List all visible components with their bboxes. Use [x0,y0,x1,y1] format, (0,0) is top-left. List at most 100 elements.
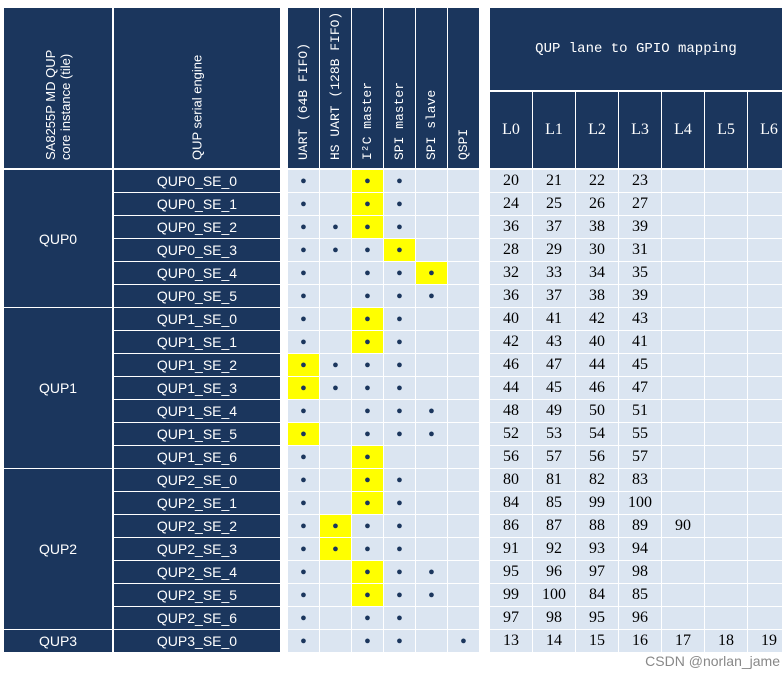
lane-cell [705,239,747,261]
lane-cell: 93 [576,538,618,560]
engine-cell: QUP2_SE_1 [114,492,280,514]
lane-cell: 24 [490,193,532,215]
lane-cell [662,492,704,514]
protocol-cell: ● [288,331,319,353]
engine-header: QUP serial engine [114,8,280,168]
protocol-cell: ● [384,423,415,445]
lane-cell: 45 [619,354,661,376]
lane-cell: 21 [533,170,575,192]
lane-cell: 30 [576,239,618,261]
lane-cell: 13 [490,630,532,652]
protocol-cell [416,354,447,376]
lane-cell: 45 [533,377,575,399]
lane-cell: 19 [748,630,782,652]
lane-cell [662,400,704,422]
protocol-cell: ● [352,262,383,284]
lane-cell: 33 [533,262,575,284]
lane-cell [662,469,704,491]
lane-cell: 29 [533,239,575,261]
engine-cell: QUP2_SE_0 [114,469,280,491]
protocol-cell: ● [352,469,383,491]
protocol-cell [416,331,447,353]
protocol-cell [320,262,351,284]
lane-cell: 95 [576,607,618,629]
protocol-cell: ● [352,630,383,652]
lane-cell: 43 [619,308,661,330]
lane-cell: 53 [533,423,575,445]
protocol-cell [448,216,479,238]
protocol-cell [448,170,479,192]
lane-cell: 38 [576,285,618,307]
instance-cell: QUP3 [4,630,112,652]
protocol-cell: ● [384,331,415,353]
lane-cell: 96 [533,561,575,583]
lane-cell: 27 [619,193,661,215]
lane-cell: 85 [533,492,575,514]
lane-cell: 88 [576,515,618,537]
protocol-cell: ● [352,216,383,238]
lane-cell [662,216,704,238]
lane-cell: 86 [490,515,532,537]
protocol-cell [320,584,351,606]
lane-cell [748,515,782,537]
lane-cell: 38 [576,216,618,238]
lane-cell: 46 [490,354,532,376]
lane-cell [748,193,782,215]
protocol-cell: ● [384,607,415,629]
lane-cell [705,492,747,514]
engine-cell: QUP1_SE_5 [114,423,280,445]
engine-cell: QUP2_SE_4 [114,561,280,583]
lane-cell: 32 [490,262,532,284]
protocol-cell [320,400,351,422]
protocol-cell: ● [352,285,383,307]
protocol-cell [448,377,479,399]
lane-cell [705,216,747,238]
protocol-cell [384,446,415,468]
header-line: core instance (tile) [58,53,73,160]
protocol-cell [320,308,351,330]
protocol-cell [320,285,351,307]
protocol-cell [416,239,447,261]
lane-cell: 57 [619,446,661,468]
lane-cell: 44 [490,377,532,399]
protocol-cell: ● [384,354,415,376]
lane-cell: 49 [533,400,575,422]
lane-cell [705,262,747,284]
lane-cell: 34 [576,262,618,284]
lane-cell: 52 [490,423,532,445]
instance-cell: QUP2 [4,469,112,629]
protocol-cell [416,216,447,238]
lane-cell [748,308,782,330]
protocol-cell [320,331,351,353]
lane-cell: 47 [533,354,575,376]
lane-header: L4 [662,92,704,168]
protocol-cell: ● [384,538,415,560]
lane-cell: 98 [619,561,661,583]
lane-cell: 35 [619,262,661,284]
lane-cell: 15 [576,630,618,652]
protocol-cell: ● [320,354,351,376]
protocol-cell [320,170,351,192]
protocol-cell: ● [288,515,319,537]
protocol-cell [320,469,351,491]
protocol-cell [448,285,479,307]
header-line: SA8255P MD QUP [43,49,58,160]
protocol-cell: ● [288,216,319,238]
lane-cell [748,170,782,192]
protocol-cell [448,469,479,491]
protocol-cell [448,308,479,330]
protocol-cell: ● [320,239,351,261]
protocol-cell: ● [352,538,383,560]
protocol-cell [320,492,351,514]
lane-cell [748,538,782,560]
lane-cell [705,607,747,629]
protocol-header: QSPI [448,8,479,168]
lane-cell: 18 [705,630,747,652]
protocol-cell: ● [352,492,383,514]
protocol-cell: ● [352,446,383,468]
protocol-cell: ● [384,308,415,330]
protocol-cell: ● [352,308,383,330]
protocol-header: I²C master [352,8,383,168]
protocol-cell: ● [384,561,415,583]
